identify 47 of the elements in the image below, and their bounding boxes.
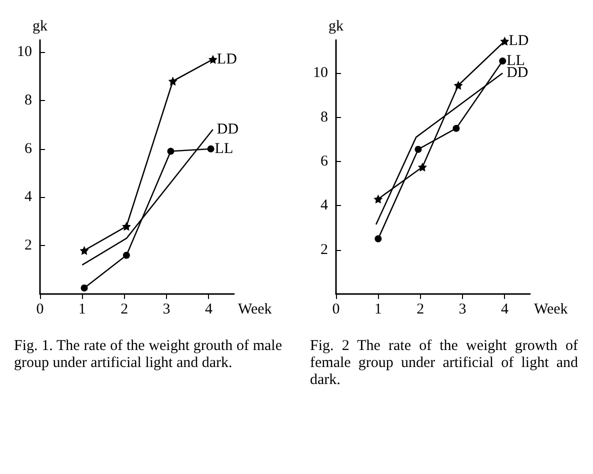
x-tick-label: 1 xyxy=(78,302,86,318)
point xyxy=(374,235,382,242)
point xyxy=(80,284,88,292)
x-tick-label: 0 xyxy=(332,302,340,318)
caption: Fig. 2 The rate of the weight growth of female group under artificial of light and dark. xyxy=(309,337,579,389)
y-axis-title: gk xyxy=(328,18,344,34)
series-label: LD xyxy=(216,51,238,68)
y-tick-label: 6 xyxy=(320,153,328,170)
series-label: LL xyxy=(214,140,234,157)
x-tick-label: 1 xyxy=(374,302,382,318)
point xyxy=(122,252,130,259)
point xyxy=(454,80,463,90)
point xyxy=(499,57,506,64)
point xyxy=(452,124,460,132)
x-tick-label: 2 xyxy=(416,302,424,318)
point xyxy=(168,76,178,86)
x-tick-label: 3 xyxy=(162,302,170,318)
point xyxy=(208,54,218,64)
y-tick-label: 2 xyxy=(320,242,328,258)
y-tick-label: 4 xyxy=(24,189,32,206)
y-tick-label: 8 xyxy=(320,109,328,126)
series-label: DD xyxy=(506,65,528,82)
point xyxy=(167,148,174,155)
y-tick-label: 6 xyxy=(24,140,32,157)
point xyxy=(500,36,510,46)
caption: Fig. 1. The rate of the weight grouth of male group under artificial light and dark. xyxy=(13,337,283,372)
y-axis-title: gk xyxy=(32,18,48,34)
x-axis-title: Week xyxy=(238,302,272,318)
y-tick-label: 8 xyxy=(24,92,32,108)
x-tick-label: 2 xyxy=(120,302,128,318)
y-tick-label: 4 xyxy=(320,198,328,214)
point xyxy=(80,246,89,255)
x-tick-label: 0 xyxy=(36,302,44,318)
y-tick-label: 10 xyxy=(17,44,32,60)
y-tick-label: 2 xyxy=(24,238,32,254)
x-axis-title: Week xyxy=(534,302,568,318)
point xyxy=(414,146,422,153)
series-label: DD xyxy=(216,122,239,138)
x-tick-label: 3 xyxy=(458,302,466,318)
y-tick-label: 10 xyxy=(313,65,328,82)
x-tick-label: 4 xyxy=(204,302,213,318)
point xyxy=(122,222,131,231)
point xyxy=(418,162,427,172)
point xyxy=(207,145,214,152)
x-tick-label: 4 xyxy=(500,302,509,318)
series-label: LD xyxy=(508,33,529,50)
point xyxy=(374,194,383,204)
